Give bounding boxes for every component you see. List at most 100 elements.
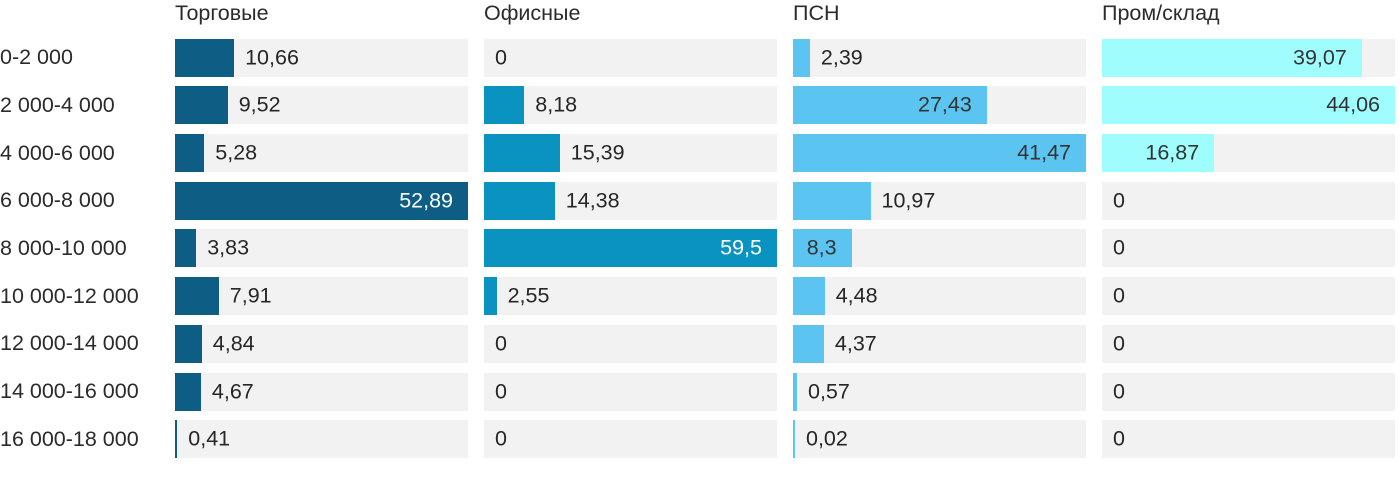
bar-track: 0 [1102, 420, 1395, 459]
value-label: 0 [495, 331, 507, 356]
category-label: 2 000-4 000 [0, 92, 115, 117]
category-label: 14 000-16 000 [0, 379, 139, 403]
value-label: 4,37 [834, 331, 877, 356]
bar-track: 27,43 [793, 86, 1086, 125]
value-label: 15,39 [570, 140, 625, 165]
bar [484, 229, 777, 268]
value-label: 0,02 [806, 426, 848, 451]
value-label: 16,87 [1145, 140, 1200, 165]
bar [1102, 134, 1215, 173]
value-label: 0,41 [188, 426, 231, 451]
bar-track: 0 [484, 324, 777, 363]
value-label: 52,89 [399, 188, 453, 212]
bar [793, 86, 987, 125]
value-label: 8,3 [806, 235, 837, 260]
value-label: 0,57 [808, 378, 850, 403]
bar-track: 2,39 [793, 38, 1086, 77]
bar-track: 0,02 [793, 420, 1086, 459]
column-header: ПСН [793, 1, 840, 25]
bar [175, 86, 228, 125]
value-label: 8,18 [535, 92, 578, 117]
column-header: Торговые [175, 1, 269, 25]
value-label: 0 [1113, 283, 1125, 308]
bar [484, 181, 555, 220]
bar-track: 59,5 [484, 229, 777, 268]
bar [793, 229, 852, 268]
bar [793, 181, 871, 220]
bar [175, 134, 205, 173]
value-label: 0 [1113, 235, 1125, 260]
bar-track: 10,66 [175, 38, 468, 77]
bar [175, 277, 219, 316]
value-label: 3,83 [207, 235, 250, 260]
value-label: 4,48 [835, 283, 878, 308]
value-label: 59,5 [720, 235, 762, 260]
bar [1102, 86, 1395, 125]
value-label: 0 [1113, 331, 1125, 356]
value-label: 0 [1113, 188, 1125, 212]
category-label: 12 000-14 000 [0, 331, 139, 356]
bar-track: 0,41 [175, 420, 468, 459]
bar [175, 229, 197, 268]
bar-track: 0 [484, 420, 777, 459]
category-label: 0-2 000 [0, 45, 73, 70]
bar-track: 52,89 [175, 181, 468, 220]
bar [793, 420, 795, 459]
bar [175, 372, 201, 411]
bar [793, 38, 810, 77]
bar [793, 277, 825, 316]
value-label: 2,55 [507, 283, 550, 308]
bar-track: 0,57 [793, 372, 1086, 411]
bar-track: 0 [484, 372, 777, 411]
bar [175, 420, 178, 459]
value-label: 0 [495, 44, 507, 69]
bar-track: 4,37 [793, 324, 1086, 363]
value-label: 41,47 [1017, 140, 1071, 165]
bar-track: 16,87 [1102, 134, 1395, 173]
value-label: 9,52 [238, 92, 281, 117]
bar-track: 41,47 [793, 134, 1086, 173]
category-label: 8 000-10 000 [0, 235, 127, 260]
bar-track: 7,91 [175, 277, 468, 316]
bar-track: 10,97 [793, 181, 1086, 220]
bar-track: 8,18 [484, 86, 777, 125]
column-header: Пром/склад [1102, 1, 1220, 25]
value-label: 7,91 [229, 283, 272, 308]
bar [1102, 38, 1362, 77]
bar-grid: Торговые Офисные ПСН Пром/склад 0-2 000 10,66… [0, 1, 1395, 459]
bar-track: 9,52 [175, 86, 468, 125]
category-label: 4 000-6 000 [0, 140, 115, 165]
value-label: 4,84 [212, 331, 255, 356]
category-label: 10 000-12 000 [0, 283, 139, 308]
bar-track: 14,38 [484, 181, 777, 220]
bar-track: 4,48 [793, 277, 1086, 316]
value-label: 39,07 [1293, 44, 1347, 69]
value-label: 10,66 [245, 44, 299, 69]
bar [793, 372, 797, 411]
bar-track: 5,28 [175, 134, 468, 173]
bar [793, 134, 1086, 173]
value-label: 0 [495, 378, 507, 403]
bar [175, 38, 235, 77]
category-label: 6 000-8 000 [0, 188, 115, 213]
column-header: Офисные [484, 1, 581, 25]
value-label: 27,43 [918, 92, 972, 117]
bar-track: 0 [484, 38, 777, 77]
bar [484, 86, 525, 125]
bar-track: 4,67 [175, 372, 468, 411]
bar [175, 324, 202, 363]
bar-track: 0 [1102, 181, 1395, 220]
bar-track: 44,06 [1102, 86, 1395, 125]
value-label: 5,28 [215, 140, 258, 165]
bar [793, 324, 824, 363]
bar-track: 3,83 [175, 229, 468, 268]
value-label: 0 [1113, 378, 1125, 403]
value-label: 44,06 [1326, 92, 1380, 117]
value-label: 0 [495, 426, 507, 451]
bar-track: 0 [1102, 277, 1395, 316]
bar-track: 0 [1102, 324, 1395, 363]
bar [484, 134, 560, 173]
value-label: 4,67 [211, 378, 254, 403]
category-label: 16 000-18 000 [0, 426, 139, 451]
